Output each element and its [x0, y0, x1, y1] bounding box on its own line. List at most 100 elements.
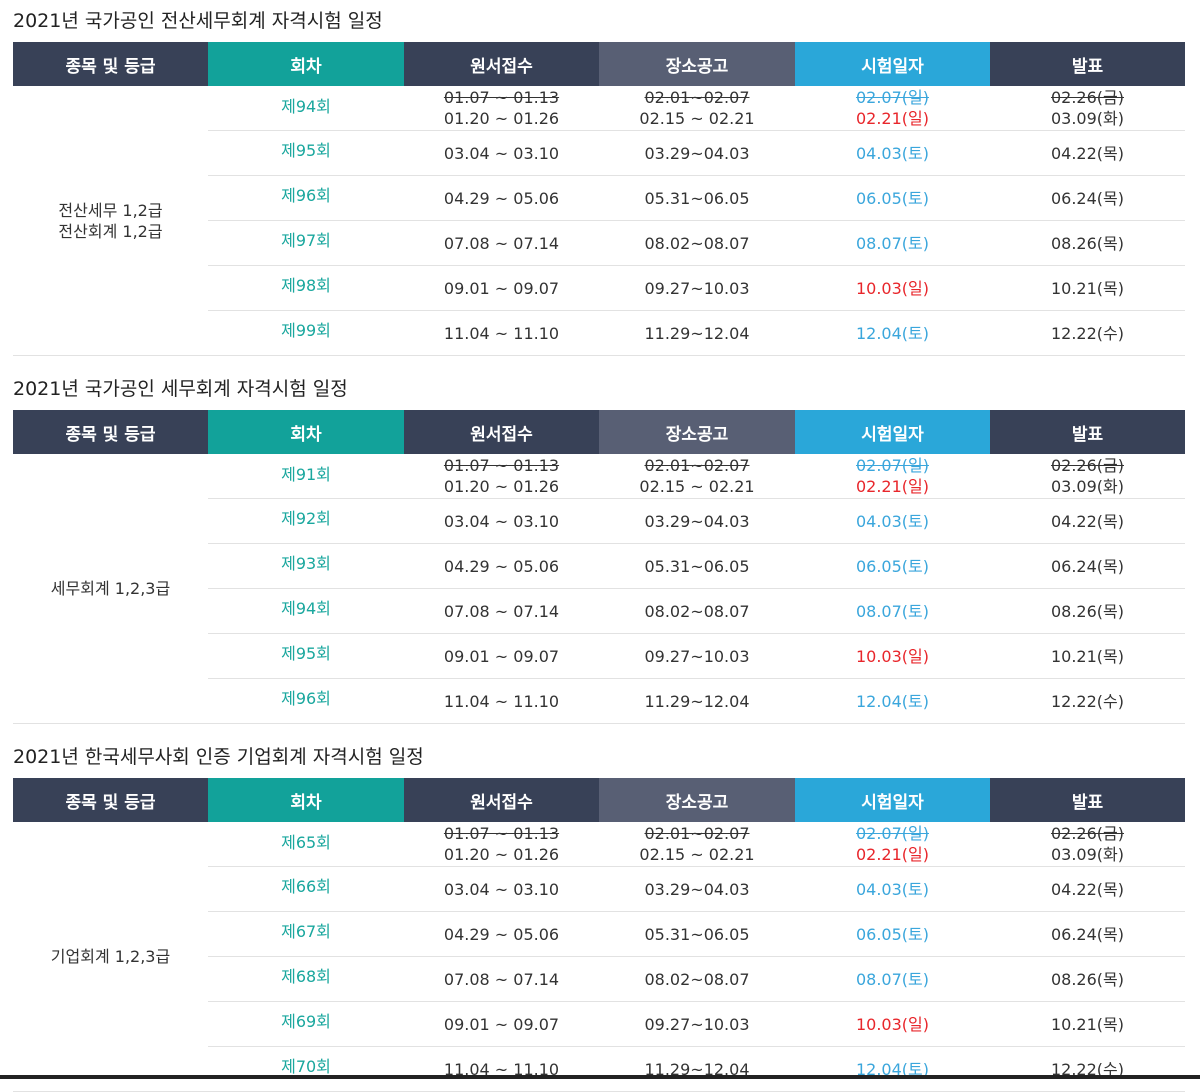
- table-row: 제95회 03.04 ~ 03.10 03.29~04.03 04.03(토) 04.2…: [208, 131, 1185, 176]
- round-number: 제95회: [281, 644, 331, 663]
- venue-cell: 08.02~08.07: [599, 957, 795, 1001]
- application-cell: 11.04 ~ 11.10: [404, 679, 599, 723]
- header-application: 원서접수: [404, 42, 599, 86]
- exam-date: 02.21(일): [855, 109, 929, 128]
- round-cell: 제93회: [208, 544, 404, 588]
- exam-cell: 04.03(토): [795, 499, 990, 543]
- result-cell: 02.26(금) 03.09(화): [990, 86, 1185, 130]
- table-row: 제96회 11.04 ~ 11.10 11.29~12.04 12.04(토) 12.2…: [208, 679, 1185, 724]
- category-cell: 세무회계 1,2,3급: [13, 454, 208, 724]
- header-round: 회차: [208, 778, 404, 822]
- round-number: 제66회: [281, 877, 331, 896]
- schedule-table: 기업회계 1,2,3급 제65회 01.07 ~ 01.13 01.20 ~ 01.2…: [13, 822, 1185, 1092]
- schedule-section: 2021년 국가공인 전산세무회계 자격시험 일정 종목 및 등급 회차 원서접수 장소…: [13, 0, 1185, 356]
- venue-cell: 05.31~06.05: [599, 544, 795, 588]
- result-cell: 08.26(목): [990, 957, 1185, 1001]
- result-date: 10.21(목): [1050, 646, 1124, 666]
- table-row: 제70회 11.04 ~ 11.10 11.29~12.04 12.04(토) 12.2…: [208, 1047, 1185, 1092]
- venue-period: 02.15 ~ 02.21: [639, 477, 755, 496]
- exam-cell: 12.04(토): [795, 1047, 990, 1091]
- result-date: 06.24(목): [1050, 188, 1124, 208]
- result-date: 10.21(목): [1050, 278, 1124, 298]
- result-cell: 04.22(목): [990, 131, 1185, 175]
- header-venue-notice: 장소공고: [599, 410, 795, 454]
- application-cell: 07.08 ~ 07.14: [404, 589, 599, 633]
- category-line: 전산회계 1,2급: [58, 221, 163, 241]
- application-period: 03.04 ~ 03.10: [443, 879, 560, 899]
- venue-period: 05.31~06.05: [644, 556, 750, 576]
- result-cell: 06.24(목): [990, 912, 1185, 956]
- category-cell: 기업회계 1,2,3급: [13, 822, 208, 1092]
- round-cell: 제94회: [208, 589, 404, 633]
- result-cell: 10.21(목): [990, 1002, 1185, 1046]
- application-cell: 09.01 ~ 09.07: [404, 266, 599, 310]
- section-title: 2021년 국가공인 전산세무회계 자격시험 일정: [13, 10, 383, 32]
- round-cell: 제98회: [208, 266, 404, 310]
- result-date: 04.22(목): [1050, 511, 1124, 531]
- application-cell: 07.08 ~ 07.14: [404, 221, 599, 265]
- exam-cell: 10.03(일): [795, 1002, 990, 1046]
- result-date: 08.26(목): [1050, 969, 1124, 989]
- table-row: 제97회 07.08 ~ 07.14 08.02~08.07 08.07(토) 08.2…: [208, 221, 1185, 266]
- category-label: 세무회계 1,2,3급: [51, 578, 170, 599]
- table-row: 제67회 04.29 ~ 05.06 05.31~06.05 06.05(토) 06.2…: [208, 912, 1185, 957]
- exam-date: 06.05(토): [855, 188, 929, 208]
- venue-period: 02.15 ~ 02.21: [639, 109, 755, 128]
- result-date: 08.26(목): [1050, 601, 1124, 621]
- application-cell: 07.08 ~ 07.14: [404, 957, 599, 1001]
- application-old: 01.07 ~ 01.13: [443, 824, 560, 843]
- schedule-table: 세무회계 1,2,3급 제91회 01.07 ~ 01.13 01.20 ~ 01.2…: [13, 454, 1185, 724]
- exam-cell: 06.05(토): [795, 544, 990, 588]
- exam-cell: 08.07(토): [795, 957, 990, 1001]
- application-cell: 03.04 ~ 03.10: [404, 131, 599, 175]
- venue-cell: 11.29~12.04: [599, 311, 795, 355]
- exam-date: 04.03(토): [855, 879, 929, 899]
- result-date: 06.24(목): [1050, 556, 1124, 576]
- header-round: 회차: [208, 410, 404, 454]
- application-period: 04.29 ~ 05.06: [443, 188, 560, 208]
- result-date: 10.21(목): [1050, 1014, 1124, 1034]
- result-cell: 08.26(목): [990, 221, 1185, 265]
- round-cell: 제94회: [208, 86, 404, 130]
- exam-cell: 08.07(토): [795, 221, 990, 265]
- table-row: 제69회 09.01 ~ 09.07 09.27~10.03 10.03(일) 10.2…: [208, 1002, 1185, 1047]
- result-cell: 02.26(금) 03.09(화): [990, 822, 1185, 866]
- result-cell: 12.22(수): [990, 1047, 1185, 1091]
- venue-period: 02.15 ~ 02.21: [639, 845, 755, 864]
- exam-cell: 12.04(토): [795, 311, 990, 355]
- exam-cell: 04.03(토): [795, 131, 990, 175]
- round-number: 제97회: [281, 231, 331, 250]
- exam-date: 12.04(토): [855, 691, 929, 711]
- header-round: 회차: [208, 42, 404, 86]
- exam-date: 08.07(토): [855, 601, 929, 621]
- result-date: 04.22(목): [1050, 879, 1124, 899]
- table-row: 제98회 09.01 ~ 09.07 09.27~10.03 10.03(일) 10.2…: [208, 266, 1185, 311]
- round-cell: 제97회: [208, 221, 404, 265]
- venue-period: 05.31~06.05: [644, 188, 750, 208]
- application-cell: 01.07 ~ 01.13 01.20 ~ 01.26: [404, 454, 599, 498]
- exam-cell: 12.04(토): [795, 679, 990, 723]
- header-category: 종목 및 등급: [13, 42, 208, 86]
- section-title: 2021년 한국세무사회 인증 기업회계 자격시험 일정: [13, 746, 424, 768]
- round-number: 제68회: [281, 967, 331, 986]
- result-date: 08.26(목): [1050, 233, 1124, 253]
- result-cell: 12.22(수): [990, 311, 1185, 355]
- venue-old: 02.01~02.07: [644, 88, 750, 107]
- round-number: 제70회: [281, 1057, 331, 1076]
- round-number: 제99회: [281, 321, 331, 340]
- result-cell: 04.22(목): [990, 499, 1185, 543]
- header-result: 발표: [990, 42, 1185, 86]
- venue-period: 09.27~10.03: [644, 1014, 750, 1034]
- header-exam-date: 시험일자: [795, 410, 990, 454]
- round-cell: 제96회: [208, 679, 404, 723]
- header-exam-date: 시험일자: [795, 42, 990, 86]
- round-number: 제93회: [281, 554, 331, 573]
- venue-cell: 02.01~02.07 02.15 ~ 02.21: [599, 86, 795, 130]
- exam-date: 04.03(토): [855, 511, 929, 531]
- application-period: 07.08 ~ 07.14: [443, 233, 560, 253]
- schedule-rows: 제91회 01.07 ~ 01.13 01.20 ~ 01.26 02.01~02.0…: [208, 454, 1185, 724]
- venue-period: 11.29~12.04: [644, 691, 750, 711]
- application-period: 07.08 ~ 07.14: [443, 969, 560, 989]
- round-cell: 제65회: [208, 822, 404, 866]
